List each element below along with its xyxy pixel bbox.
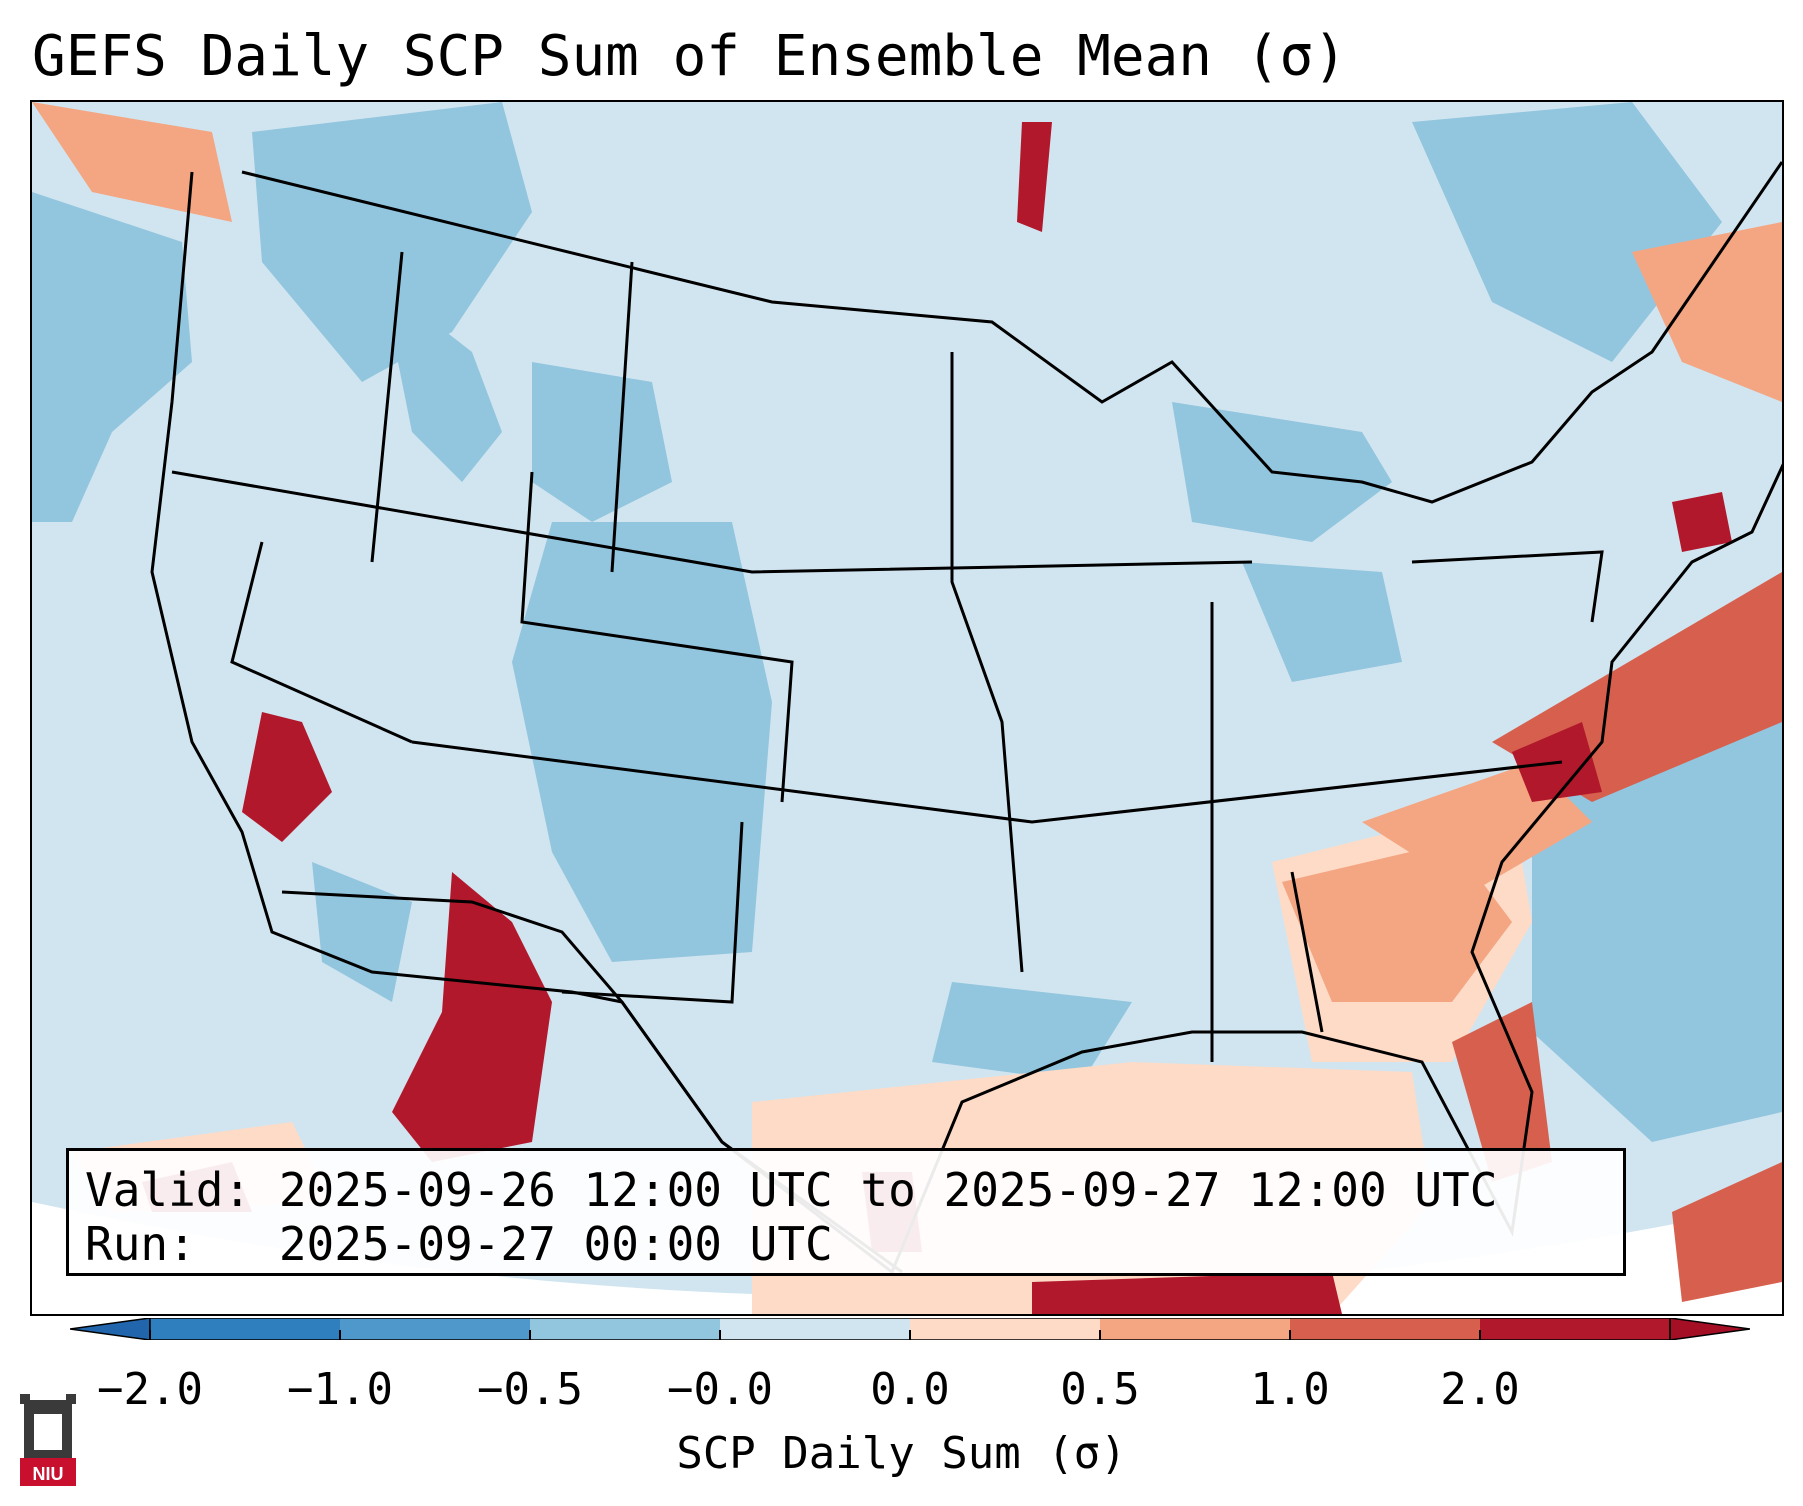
map-canvas — [32, 102, 1782, 1314]
colorbar-under-arrow — [70, 1318, 151, 1340]
colorbar-tick-label: 0.0 — [870, 1364, 950, 1415]
bc-coast-positive — [32, 102, 232, 222]
colorbar-segment — [340, 1318, 531, 1340]
colorbar-tick-label: −0.0 — [667, 1364, 773, 1415]
colorbar-segment — [910, 1318, 1101, 1340]
colorbar-tick-label: 0.5 — [1060, 1364, 1140, 1415]
california-nevada-max — [242, 712, 332, 842]
valid-time-text: Valid: 2025-09-26 12:00 UTC to 2025-09-2… — [85, 1163, 1498, 1217]
logo-turret-left — [20, 1394, 30, 1404]
state-borders — [150, 161, 1782, 1275]
montana-wyoming-negative — [382, 282, 502, 482]
validity-info-box: Valid: 2025-09-26 12:00 UTC to 2025-09-2… — [66, 1148, 1626, 1276]
gulf-negative — [932, 982, 1132, 1082]
us-outline — [150, 171, 1782, 1275]
state-line-11 — [1411, 550, 1604, 623]
cuba-east-positive — [1672, 1162, 1782, 1302]
arizona-sonora-max — [392, 872, 552, 1162]
colorbar-tick-label: −0.5 — [477, 1364, 583, 1415]
logo-window — [34, 1414, 62, 1450]
northern-rockies-negative — [252, 102, 532, 382]
colorbar-segments — [70, 1318, 1750, 1340]
southern-new-england-max — [1672, 492, 1732, 552]
niu-logo: NIU — [20, 1394, 76, 1486]
state-line-3 — [230, 541, 413, 744]
ohio-valley-negative — [1242, 562, 1402, 682]
southeast-positive — [1282, 842, 1512, 1002]
wyoming-negative — [532, 362, 672, 522]
logo-banner — [20, 1458, 76, 1486]
colorbar — [70, 1318, 1750, 1340]
colorbar-segment — [1100, 1318, 1291, 1340]
colorbar-segment — [1290, 1318, 1481, 1340]
state-line-5 — [561, 821, 744, 1004]
state-line-4 — [520, 471, 794, 803]
caribbean-max — [1032, 1272, 1342, 1314]
canada-narrow-max — [1017, 122, 1052, 232]
negative-anomaly-areas — [32, 102, 1782, 1142]
colorbar-tick-label: −2.0 — [97, 1364, 203, 1415]
colorbar-tick-label: −1.0 — [287, 1364, 393, 1415]
state-line-6 — [950, 352, 1024, 973]
chart-title: GEFS Daily SCP Sum of Ensemble Mean (σ) — [32, 24, 1347, 89]
colorbar-segment — [1480, 1318, 1671, 1340]
colorbar-over-arrow — [1669, 1318, 1750, 1340]
state-line-1 — [171, 470, 1253, 574]
state-line-9 — [610, 261, 634, 573]
canada-east-negative — [1412, 102, 1722, 362]
colorbar-tick-label: 1.0 — [1250, 1364, 1330, 1415]
run-time-text: Run: 2025-09-27 00:00 UTC — [85, 1217, 833, 1271]
colorbar-frame — [149, 1318, 1671, 1340]
north-atlantic-positive — [1632, 222, 1782, 402]
state-line-10 — [370, 251, 404, 563]
colorado-new-mexico-negative — [512, 522, 772, 962]
state-line-8 — [1290, 871, 1324, 1033]
colorbar-tick-label: 2.0 — [1440, 1364, 1520, 1415]
pacific-northwest-offshore-negative — [32, 192, 192, 522]
state-line-2 — [411, 740, 1563, 824]
colorbar-segment — [720, 1318, 911, 1340]
canada-border — [241, 161, 1782, 504]
colorbar-segment — [150, 1318, 341, 1340]
colorbar-segment — [530, 1318, 721, 1340]
logo-text: NIU — [33, 1464, 64, 1484]
colorbar-label: SCP Daily Sum (σ) — [676, 1428, 1127, 1479]
logo-turret-right — [66, 1394, 76, 1404]
map-panel — [30, 100, 1784, 1316]
